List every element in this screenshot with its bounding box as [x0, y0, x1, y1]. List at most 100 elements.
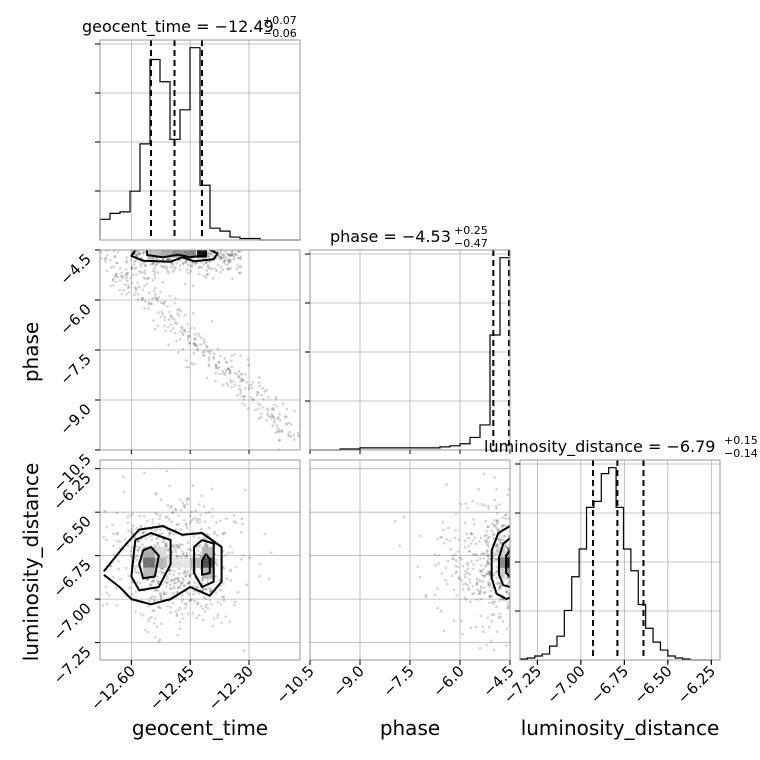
scatter-point [447, 526, 450, 530]
scatter-point [204, 597, 208, 601]
scatter-point [498, 598, 501, 602]
scatter-point [207, 356, 211, 359]
scatter-point [161, 281, 165, 284]
scatter-point [195, 546, 199, 549]
scatter-point [142, 251, 145, 255]
scatter-point [173, 578, 177, 582]
scatter-point [194, 343, 197, 346]
scatter-point [187, 342, 191, 345]
scatter-point [196, 601, 200, 604]
scatter-point [207, 358, 211, 362]
scatter-point [191, 484, 195, 487]
scatter-point [185, 526, 189, 530]
scatter-point [187, 497, 190, 500]
scatter-point [179, 310, 182, 313]
scatter-point [446, 582, 449, 586]
scatter-point [178, 307, 181, 311]
scatter-point [171, 543, 175, 547]
scatter-point [495, 605, 498, 609]
scatter-point [208, 252, 212, 256]
scatter-point [457, 538, 461, 542]
scatter-point [498, 586, 502, 589]
scatter-point [125, 274, 129, 278]
scatter-point [162, 257, 165, 261]
scatter-point [164, 542, 167, 546]
scatter-point [496, 582, 499, 586]
scatter-point [236, 250, 240, 253]
scatter-point [181, 617, 185, 620]
scatter-point [269, 551, 273, 555]
scatter-point [203, 544, 206, 547]
ylabel-phase: phase [19, 322, 43, 382]
scatter-point [136, 540, 140, 544]
scatter-point [493, 600, 497, 604]
scatter-point [226, 253, 230, 257]
scatter-point [139, 612, 142, 616]
scatter-point [502, 579, 506, 582]
scatter-point [498, 612, 501, 615]
scatter-point [181, 347, 184, 351]
scatter-point [198, 544, 202, 547]
scatter-point [207, 511, 211, 514]
scatter-point [266, 412, 269, 415]
scatter-point [495, 548, 499, 552]
scatter-point [159, 514, 162, 517]
scatter-point [139, 264, 143, 268]
scatter-point [138, 269, 141, 273]
contour-line [146, 250, 207, 259]
scatter-point [179, 498, 182, 501]
scatter-point [143, 272, 147, 275]
scatter-point [153, 276, 157, 280]
scatter-point [201, 618, 205, 622]
scatter-point [227, 257, 231, 261]
contour-group [490, 525, 510, 601]
scatter-point [158, 592, 162, 595]
scatter-point [176, 577, 180, 580]
scatter-point [156, 299, 160, 303]
scatter-point [227, 260, 231, 264]
scatter-point [167, 343, 170, 347]
scatter-point [147, 605, 150, 608]
scatter-point [115, 273, 119, 276]
scatter-point [184, 330, 187, 333]
scatter-point [116, 531, 119, 535]
scatter-point [220, 621, 223, 624]
scatter-point [131, 524, 135, 527]
scatter-point [498, 581, 502, 585]
scatter-point [198, 265, 202, 269]
scatter-point [460, 579, 464, 582]
scatter-point [485, 549, 489, 552]
scatter-point [168, 532, 172, 535]
scatter-point [135, 554, 139, 558]
scatter-point [272, 403, 276, 406]
scatter-point [281, 402, 285, 405]
scatter-point [481, 551, 485, 555]
scatter-point [151, 595, 154, 598]
scatter-point [192, 592, 195, 596]
scatter-point [448, 539, 452, 543]
density-cell [197, 250, 207, 258]
scatter-point [507, 604, 510, 607]
scatter-point [224, 371, 227, 375]
scatter-point [102, 535, 106, 539]
scatter-point [159, 290, 162, 294]
scatter-point [207, 350, 211, 353]
scatter-point [214, 267, 217, 271]
scatter-point [227, 551, 230, 555]
scatter-point [488, 570, 492, 574]
scatter-point [137, 298, 140, 301]
scatter-point [133, 267, 137, 271]
scatter-point [466, 561, 469, 565]
scatter-point [500, 524, 504, 528]
scatter-point [205, 344, 208, 348]
scatter-point [504, 513, 508, 516]
density-cell [178, 557, 191, 568]
scatter-point [168, 294, 172, 298]
scatter-point [398, 544, 402, 547]
scatter-point [479, 587, 483, 590]
scatter-point [212, 355, 215, 359]
scatter-point [219, 256, 223, 260]
scatter-point [176, 523, 180, 526]
scatter-point [488, 584, 492, 588]
scatter-point [197, 332, 200, 336]
